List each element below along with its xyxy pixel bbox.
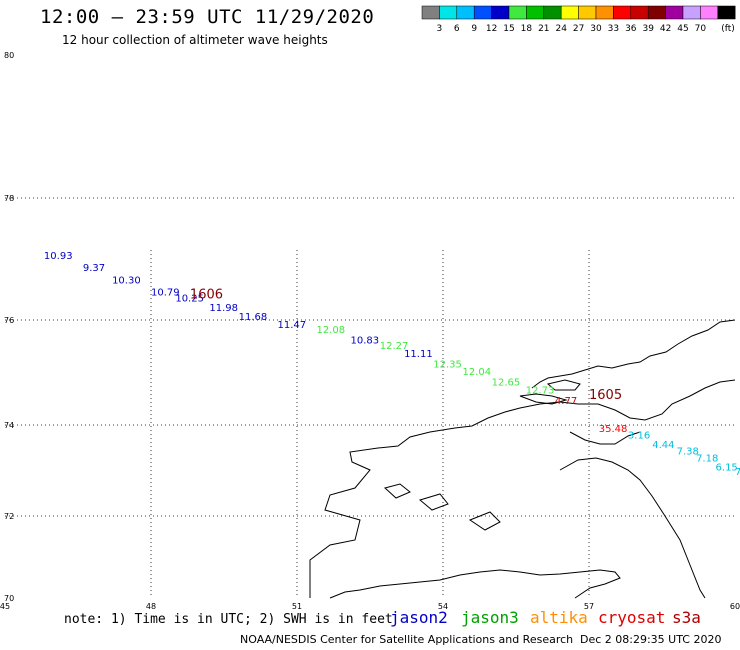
lat-tick-label: 74 — [4, 421, 14, 430]
coastline — [309, 319, 736, 599]
page-title: 12:00 – 23:59 UTC 11/29/2020 — [40, 6, 375, 28]
wave-height-label: 4.44 — [652, 440, 674, 451]
wave-height-label: 3.16 — [628, 431, 650, 442]
wave-height-label: 6.15 — [716, 463, 738, 474]
legend-tick-label: 27 — [573, 24, 584, 34]
legend-tick-label: 70 — [695, 24, 707, 34]
legend-tick-label: 9 — [471, 24, 477, 34]
wave-height-label: 12.08 — [316, 325, 345, 336]
satellite-legend-jason3: jason3 — [461, 608, 519, 627]
legend-tick-label: 30 — [590, 24, 602, 34]
pass-number-label: 1606 — [190, 288, 223, 303]
wave-height-label: 4.77 — [555, 396, 577, 407]
lat-tick-label: 76 — [4, 316, 14, 325]
satellite-legend-s3a: s3a — [672, 608, 701, 627]
lat-tick-label: 70 — [4, 594, 14, 603]
wave-height-label: 12.04 — [462, 367, 491, 378]
satellite-legend-altika: altika — [530, 608, 588, 627]
legend-tick-label: 3 — [437, 24, 443, 34]
lat-tick-label: 72 — [4, 512, 14, 521]
legend-tick-label: 39 — [642, 24, 654, 34]
footer-timestamp: Dec 2 08:29:35 UTC 2020 — [580, 633, 722, 646]
wave-height-label: 12.27 — [380, 341, 409, 352]
lon-tick-label: 57 — [584, 602, 594, 611]
color-legend: 3 6 9 12 15 18 21 24 27 30 33 36 39 42 45 70 (ft) — [421, 5, 736, 34]
legend-tick-label: 6 — [454, 24, 460, 34]
wave-height-label: 11.11 — [404, 349, 433, 360]
wave-height-label: 10.79 — [151, 288, 180, 299]
wave-height-label: 11.98 — [209, 303, 238, 314]
lon-tick-label: 54 — [438, 602, 448, 611]
wave-height-label: 11.68 — [239, 312, 268, 323]
wave-height-label: 10.83 — [351, 336, 380, 347]
lat-tick-label: 78 — [4, 194, 14, 203]
legend-tick-label: 33 — [608, 24, 619, 34]
wave-height-label: 10.25 — [175, 294, 204, 305]
page-subtitle: 12 hour collection of altimeter wave hei… — [62, 33, 328, 47]
legend-unit: (ft) — [721, 24, 735, 34]
footer-note: note: 1) Time is in UTC; 2) SWH is in fe… — [64, 612, 393, 627]
lon-tick-label: 48 — [146, 602, 156, 611]
pass-number-label: 1605 — [589, 388, 622, 403]
lon-tick-label: 60 — [730, 602, 740, 611]
wave-height-label: 35.48 — [599, 424, 628, 435]
lat-tick-label: 80 — [4, 51, 14, 60]
wave-height-label: 12.73 — [526, 386, 555, 397]
legend-tick-label: 18 — [521, 24, 533, 34]
satellite-legend-cryosat: cryosat — [598, 608, 666, 627]
wave-height-label: 11.47 — [278, 320, 307, 331]
legend-tick-label: 12 — [486, 24, 497, 34]
wave-height-label: 10.30 — [112, 275, 141, 286]
wave-height-label: 7 — [735, 467, 740, 478]
wave-height-label: 7.18 — [696, 453, 718, 464]
pass-labels: 1606 1605 — [190, 288, 622, 403]
legend-tick-label: 42 — [660, 24, 671, 34]
lon-tick-label: 51 — [292, 602, 302, 611]
legend-tick-label: 45 — [677, 24, 688, 34]
legend-tick-label: 24 — [555, 24, 567, 34]
wave-height-label: 12.35 — [433, 359, 462, 370]
wave-height-label: 7.38 — [677, 447, 699, 458]
legend-swatch — [717, 5, 736, 20]
graticule — [5, 197, 735, 598]
satellite-legend-jason2: jason2 — [390, 608, 448, 627]
wave-height-label: 9.37 — [83, 263, 105, 274]
wave-height-points: 10.939.3710.3010.7910.2511.9811.6811.471… — [44, 251, 740, 478]
legend-tick-label: 15 — [503, 24, 514, 34]
wave-height-label: 10.93 — [44, 251, 73, 262]
legend-tick-label: 36 — [625, 24, 637, 34]
lon-tick-label: 45 — [0, 602, 10, 611]
wave-height-label: 12.65 — [492, 378, 521, 389]
footer-credit: NOAA/NESDIS Center for Satellite Applica… — [240, 633, 574, 646]
legend-tick-label: 21 — [538, 24, 549, 34]
